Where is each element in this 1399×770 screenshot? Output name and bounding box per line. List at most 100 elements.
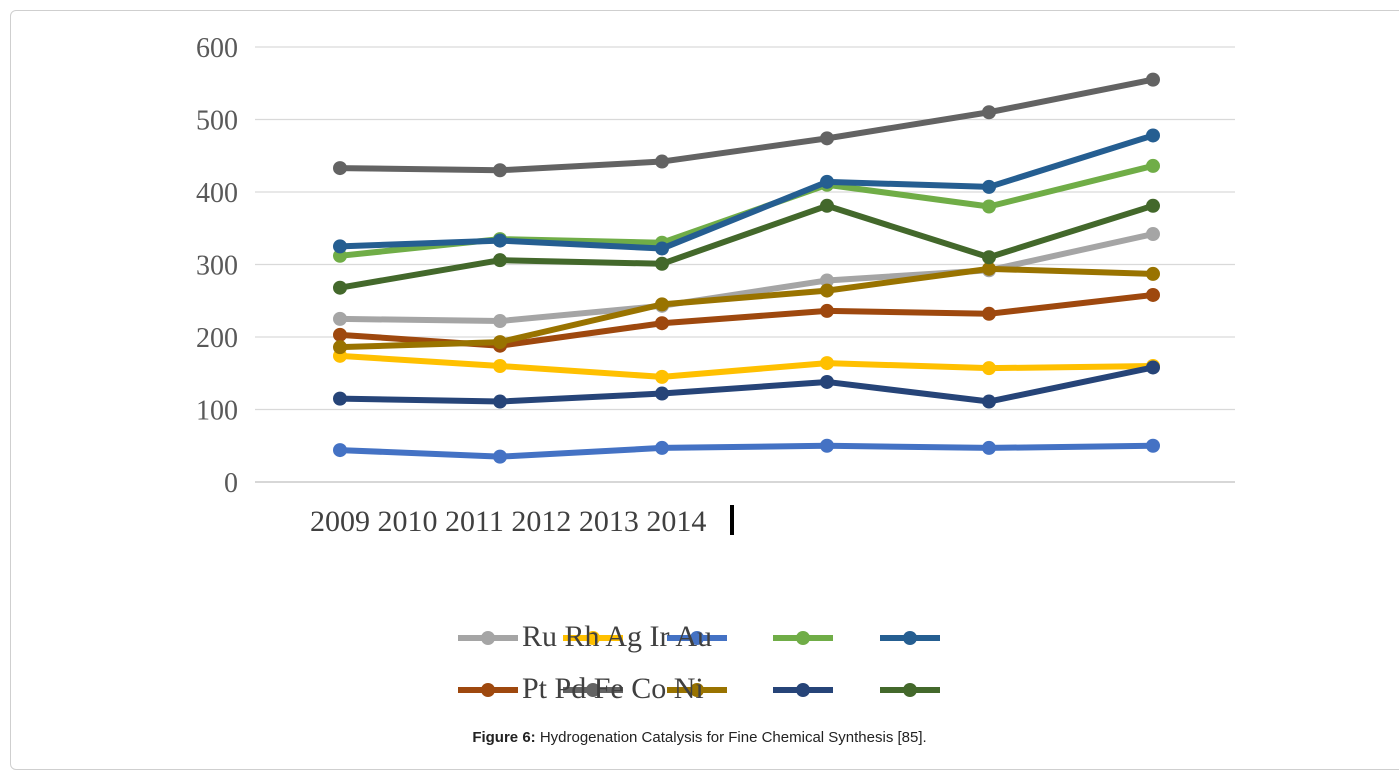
data-point xyxy=(982,361,996,376)
legend-marker xyxy=(481,683,495,697)
data-point xyxy=(820,131,834,146)
series-co xyxy=(333,360,1160,409)
data-point xyxy=(1146,158,1160,173)
data-point xyxy=(982,306,996,321)
series-lines xyxy=(333,72,1160,464)
data-point xyxy=(655,154,669,169)
data-point xyxy=(1146,438,1160,453)
legend-marker xyxy=(690,683,704,697)
data-point xyxy=(655,256,669,271)
series-line xyxy=(337,364,1156,405)
data-point xyxy=(333,443,347,458)
data-point xyxy=(1146,266,1160,281)
data-point xyxy=(1146,72,1160,87)
data-point xyxy=(655,316,669,331)
series-pd xyxy=(333,72,1160,178)
data-point xyxy=(982,394,996,409)
data-point xyxy=(493,394,507,409)
legend-key-ir xyxy=(773,631,833,645)
series-ni xyxy=(333,198,1160,295)
series-line xyxy=(337,442,1156,460)
data-point xyxy=(333,327,347,342)
y-tick-label: 500 xyxy=(196,106,238,137)
data-point xyxy=(1146,360,1160,375)
data-point xyxy=(333,311,347,326)
y-tick-label: 600 xyxy=(196,33,238,64)
series-au xyxy=(333,128,1160,256)
data-point xyxy=(655,440,669,455)
data-point xyxy=(820,374,834,389)
series-ru xyxy=(333,227,1160,329)
legend-text-row2: Pt Pd Fe Co Ni xyxy=(522,672,704,705)
data-point xyxy=(820,198,834,213)
x-axis-tick-labels: 2009 2010 2011 2012 2013 2014 xyxy=(310,505,706,538)
data-point xyxy=(493,253,507,268)
data-point xyxy=(982,105,996,120)
legend-key-pt xyxy=(458,683,518,697)
legend-marker xyxy=(796,683,810,697)
y-tick-label: 100 xyxy=(196,396,238,427)
data-point xyxy=(655,241,669,256)
legend: Ru Rh Ag Ir Au Pt Pd Fe Co Ni xyxy=(458,620,940,705)
data-point xyxy=(333,340,347,355)
legend-key-ag xyxy=(667,631,727,645)
data-point xyxy=(1146,198,1160,213)
legend-key-au xyxy=(880,631,940,645)
series-line xyxy=(337,76,1156,174)
y-axis-ticks: 0 100 200 300 400 500 600 xyxy=(196,33,238,499)
data-point xyxy=(982,199,996,214)
legend-marker xyxy=(586,631,600,645)
data-point xyxy=(493,449,507,464)
legend-marker xyxy=(903,683,917,697)
y-tick-label: 400 xyxy=(196,178,238,209)
y-tick-label: 300 xyxy=(196,251,238,282)
legend-text-row1: Ru Rh Ag Ir Au xyxy=(522,620,712,653)
data-point xyxy=(820,283,834,298)
legend-key-pd xyxy=(563,683,623,697)
legend-key-ru xyxy=(458,631,518,645)
text-cursor xyxy=(730,505,734,535)
data-point xyxy=(493,335,507,350)
caption-text: Hydrogenation Catalysis for Fine Chemica… xyxy=(535,729,927,746)
legend-marker xyxy=(903,631,917,645)
legend-marker xyxy=(481,631,495,645)
data-point xyxy=(493,359,507,373)
data-point xyxy=(820,303,834,318)
legend-key-fe xyxy=(667,683,727,697)
data-point xyxy=(982,179,996,194)
gridlines xyxy=(255,46,1235,483)
legend-key-co xyxy=(773,683,833,697)
legend-key-rh xyxy=(563,631,623,645)
data-point xyxy=(982,440,996,455)
legend-marker xyxy=(586,683,600,697)
series-line xyxy=(337,202,1156,291)
data-point xyxy=(820,356,834,371)
series-line xyxy=(337,231,1156,325)
data-point xyxy=(1146,128,1160,143)
data-point xyxy=(333,391,347,406)
data-point xyxy=(655,386,669,401)
data-point xyxy=(333,161,347,176)
series-line xyxy=(337,132,1156,252)
data-point xyxy=(1146,227,1160,242)
data-point xyxy=(982,250,996,265)
series-fe xyxy=(333,261,1160,355)
data-point xyxy=(333,239,347,254)
data-point xyxy=(333,280,347,295)
legend-key-ni xyxy=(880,683,940,697)
figure-caption: Figure 6: Hydrogenation Catalysis for Fi… xyxy=(0,729,1399,746)
data-point xyxy=(655,297,669,312)
series-line xyxy=(337,265,1156,351)
caption-label: Figure 6: xyxy=(472,729,536,746)
data-point xyxy=(1146,287,1160,302)
data-point xyxy=(820,273,834,288)
data-point xyxy=(820,174,834,189)
legend-marker xyxy=(796,631,810,645)
data-point xyxy=(493,314,507,329)
y-tick-label: 200 xyxy=(196,323,238,354)
series-line xyxy=(337,352,1156,380)
data-point xyxy=(655,369,669,384)
series-rh xyxy=(333,348,1160,384)
data-point xyxy=(493,233,507,248)
